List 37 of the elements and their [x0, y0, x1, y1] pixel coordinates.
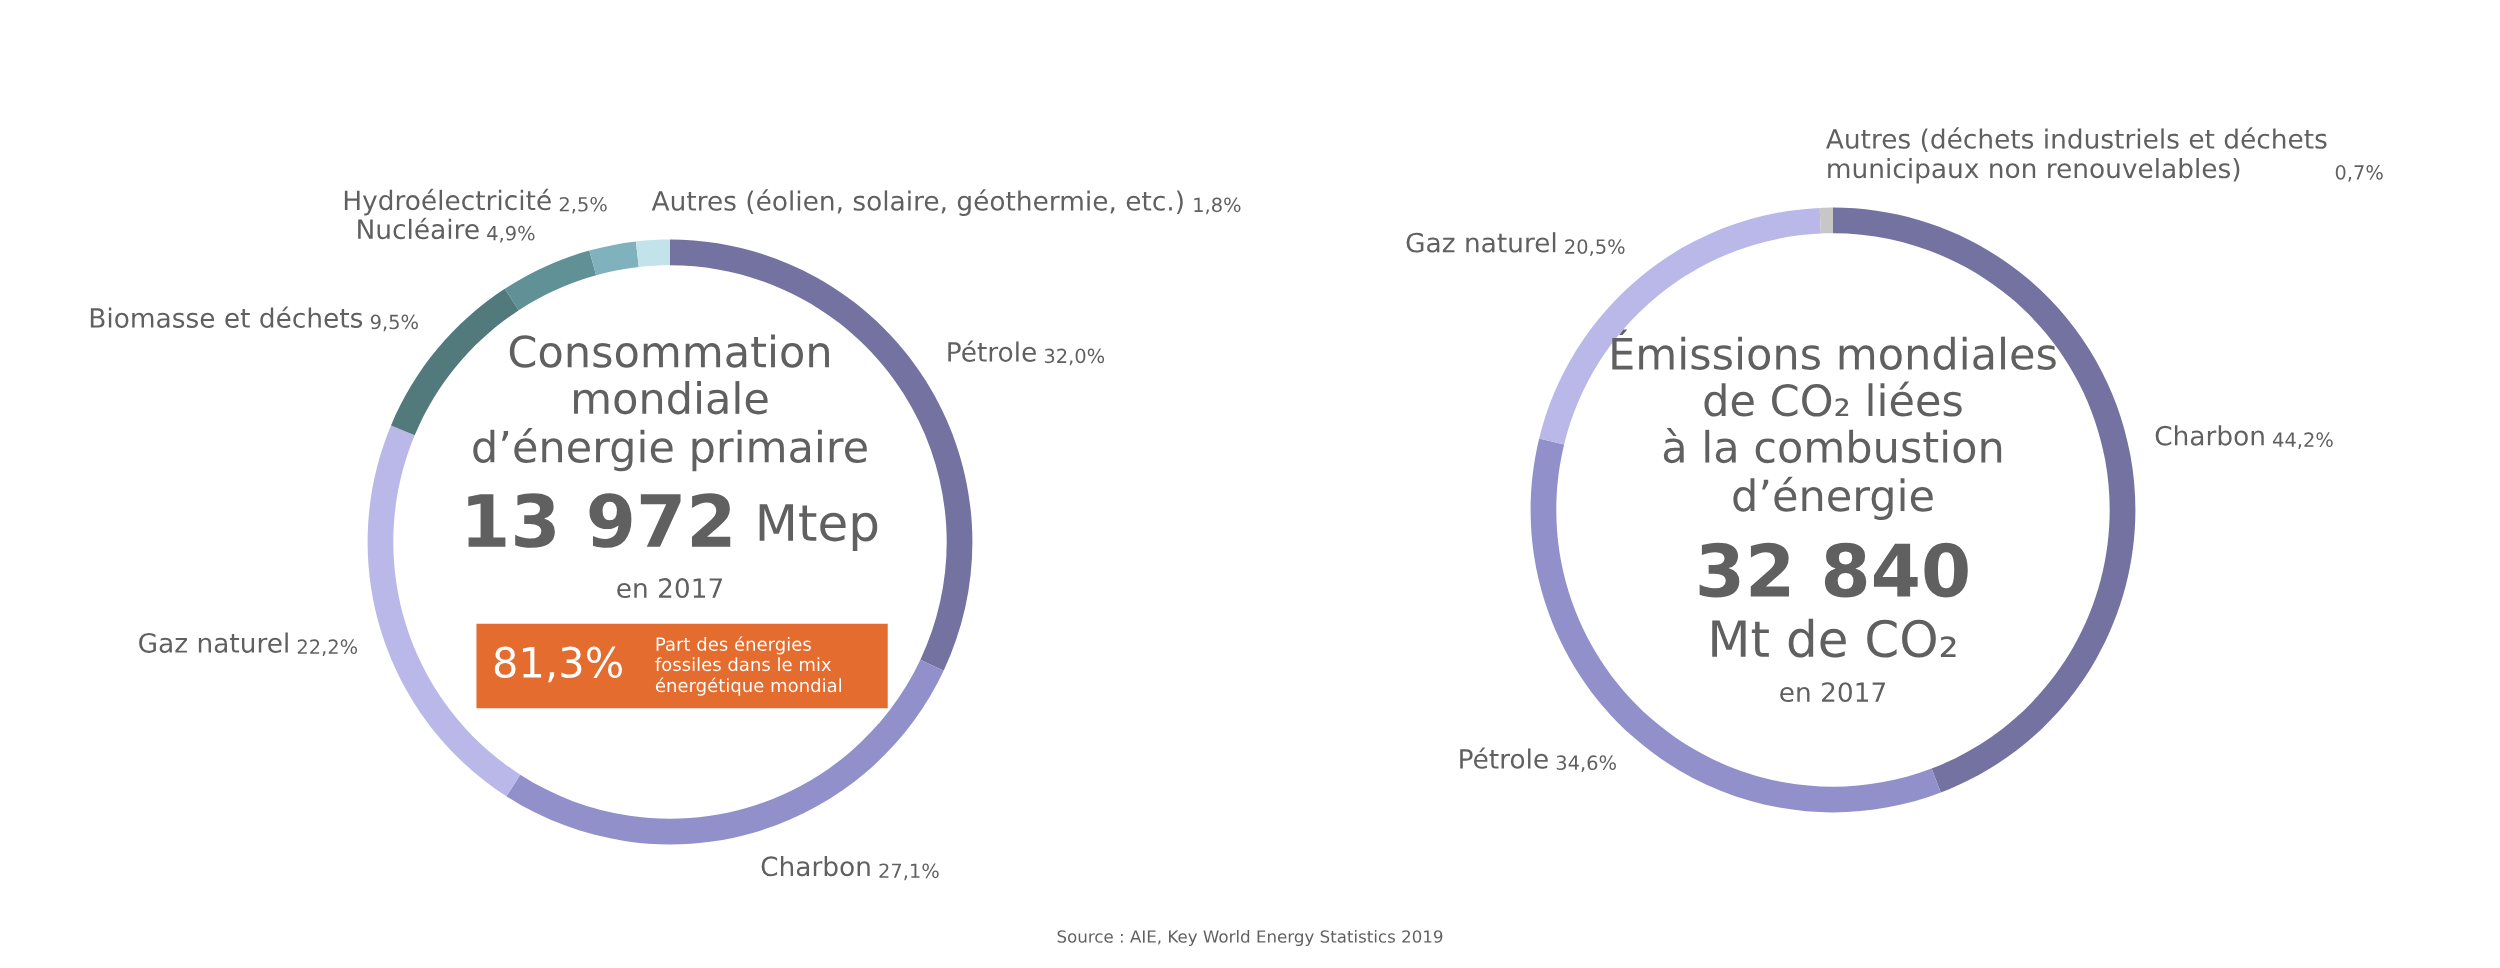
slice-label: Autres (éolien, solaire, géothermie, etc.) [651, 189, 1183, 216]
data-label: 27,1% [879, 863, 939, 881]
data-label: 34,6% [1556, 755, 1616, 773]
slice-label: Pétrole [1460, 747, 1548, 769]
slice-label: Nucléaire [358, 217, 479, 240]
text: Part des énergies fossiles dans le mix énergétique mondial [655, 636, 842, 696]
data-label: 22,2% [297, 639, 358, 657]
text: Émissions mondiales de CO₂ liées à la combustion d’énergie [1612, 329, 2056, 521]
data-label: 20,5% [1565, 239, 1625, 256]
slice-label: Gaz naturel [139, 632, 288, 653]
data-label: 1,8% [1194, 197, 1241, 215]
donut-slice [589, 241, 639, 276]
slice-label: Charbon [761, 855, 870, 877]
text: Mt de CO₂ [1712, 618, 1956, 658]
text: en 2017 [1780, 682, 1885, 703]
slice-label: Gaz naturel [1406, 232, 1556, 253]
slice-label: Hydroélectricité [344, 188, 551, 216]
text: 13 972 [468, 493, 731, 548]
text: Consommation mondiale d’énergie primaire [473, 334, 867, 472]
data-label: 2,5% [559, 196, 607, 214]
slice-label: Pétrole [948, 340, 1036, 362]
data-label: 4,9% [487, 225, 535, 243]
text: en 2017 [617, 578, 722, 599]
donut-slice [635, 239, 670, 268]
source-note: Source : AIE, Key World Energy Statistics 2019 [1057, 929, 1443, 947]
slice-label: Charbon [2155, 425, 2264, 446]
text: 32 840 [1699, 542, 1968, 598]
slice-label: Autres (déchets industriels et déchets municipaux non renouvelables) [1826, 127, 2327, 184]
text: Mtep [759, 504, 878, 552]
donut-slice [504, 250, 597, 311]
slice-label: Biomasse et déchets [90, 306, 363, 328]
data-label: 9,5% [370, 314, 418, 332]
text: 81,3% [494, 646, 622, 683]
data-label: 44,2% [2273, 432, 2333, 450]
data-label: 32,0% [1044, 348, 1105, 366]
donut-slice [1819, 207, 1833, 234]
data-label: 0,7% [2335, 165, 2383, 182]
